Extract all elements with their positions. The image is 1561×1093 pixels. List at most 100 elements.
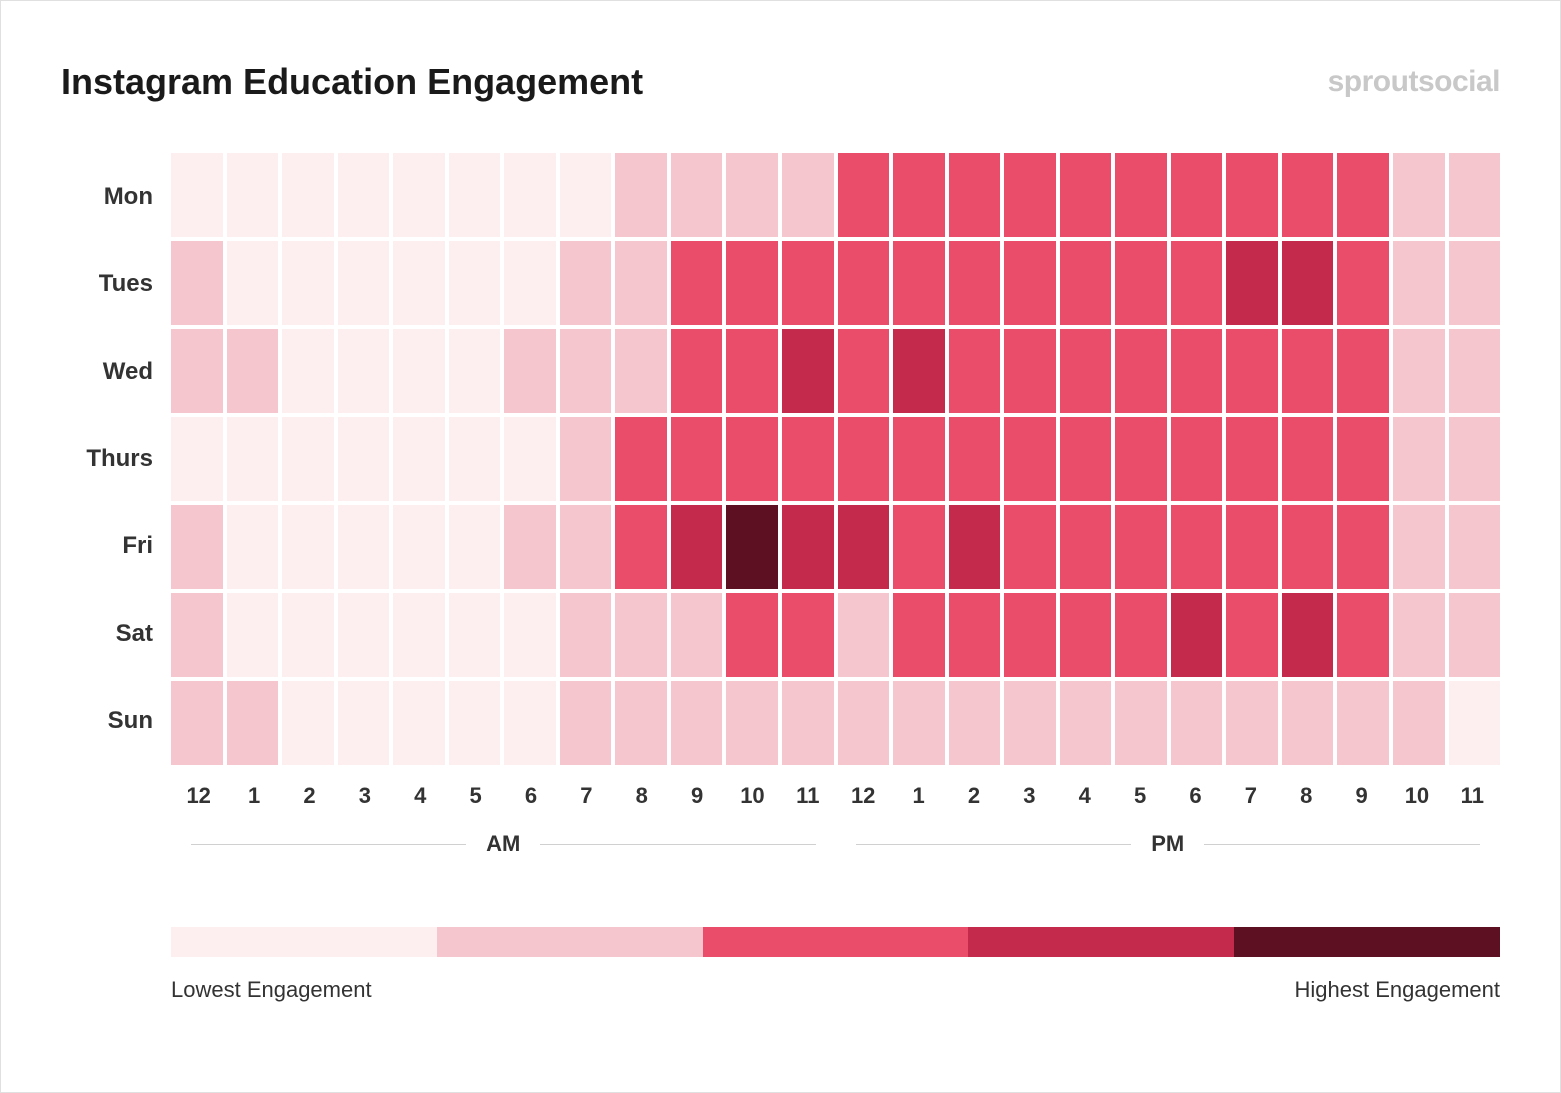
heatmap-cell — [615, 417, 667, 501]
heatmap-cell — [560, 593, 612, 677]
heatmap-cell — [838, 593, 890, 677]
heatmap-cell — [1282, 593, 1334, 677]
x-axis-label: 10 — [1389, 783, 1444, 809]
heatmap-cell — [1060, 153, 1112, 237]
heatmap-cell — [338, 681, 390, 765]
x-axis-label: 2 — [282, 783, 337, 809]
heatmap-cell — [949, 417, 1001, 501]
heatmap-cell — [1449, 593, 1501, 677]
heatmap-cell — [1282, 241, 1334, 325]
heatmap-cell — [1337, 593, 1389, 677]
heatmap-cell — [1226, 153, 1278, 237]
heatmap-cell — [171, 681, 223, 765]
heatmap-cell — [227, 417, 279, 501]
heatmap-cell — [949, 241, 1001, 325]
heatmap-cell — [1393, 681, 1445, 765]
period-row: AM PM — [171, 831, 1500, 857]
heatmap-cell — [893, 505, 945, 589]
legend-bar — [171, 927, 1500, 957]
heatmap-cell — [282, 329, 334, 413]
heatmap-cell — [338, 329, 390, 413]
heatmap-cell — [726, 593, 778, 677]
heatmap-cell — [1115, 681, 1167, 765]
heatmap-cell — [615, 593, 667, 677]
legend-segment — [171, 927, 437, 957]
heatmap-cell — [782, 153, 834, 237]
x-axis-label: 12 — [171, 783, 226, 809]
brand-bold: social — [1418, 65, 1500, 98]
brand-logo: sproutsocial — [1328, 65, 1500, 99]
heatmap-cell — [726, 329, 778, 413]
heatmap-cell — [1393, 241, 1445, 325]
heatmap-cell — [504, 681, 556, 765]
heatmap-cell — [1282, 417, 1334, 501]
y-axis-label: Sun — [61, 709, 171, 733]
heatmap-cell — [393, 329, 445, 413]
heatmap-cell — [171, 593, 223, 677]
x-axis-label: 3 — [337, 783, 392, 809]
x-axis-label: 7 — [559, 783, 614, 809]
heatmap-cell — [1004, 329, 1056, 413]
heatmap-cell — [449, 241, 501, 325]
heatmap-cell — [838, 417, 890, 501]
legend-low-label: Lowest Engagement — [171, 977, 372, 1003]
legend-segment — [437, 927, 703, 957]
legend: Lowest Engagement Highest Engagement — [171, 927, 1500, 1003]
heatmap-cell — [1449, 153, 1501, 237]
heatmap-cell — [671, 329, 723, 413]
heatmap-cell — [560, 681, 612, 765]
heatmap-cell — [726, 505, 778, 589]
heatmap-cell — [671, 153, 723, 237]
heatmap-cell — [1226, 593, 1278, 677]
heatmap-cell — [1226, 241, 1278, 325]
heatmap-cell — [1449, 329, 1501, 413]
heatmap-cell — [893, 241, 945, 325]
heatmap-row — [171, 681, 1500, 765]
heatmap-row — [171, 505, 1500, 589]
heatmap-cell — [1060, 417, 1112, 501]
heatmap-cell — [726, 681, 778, 765]
heatmap-cell — [1449, 417, 1501, 501]
x-axis-label: 2 — [946, 783, 1001, 809]
heatmap-cell — [449, 153, 501, 237]
y-axis-label: Mon — [61, 185, 171, 209]
heatmap-cell — [449, 329, 501, 413]
heatmap-cell — [949, 505, 1001, 589]
heatmap-cell — [1060, 241, 1112, 325]
heatmap-cell — [1115, 417, 1167, 501]
heatmap-cell — [1393, 329, 1445, 413]
heatmap-cell — [671, 505, 723, 589]
y-axis-label: Tues — [61, 272, 171, 296]
heatmap-grid — [171, 153, 1500, 765]
heatmap-cell — [615, 505, 667, 589]
x-axis-label: 12 — [836, 783, 891, 809]
x-axis-label: 9 — [669, 783, 724, 809]
heatmap-cell — [282, 241, 334, 325]
x-axis-label: 6 — [503, 783, 558, 809]
heatmap-cell — [782, 329, 834, 413]
legend-high-label: Highest Engagement — [1295, 977, 1500, 1003]
heatmap-cell — [171, 329, 223, 413]
heatmap-cell — [1115, 241, 1167, 325]
x-axis-label: 8 — [614, 783, 669, 809]
header: Instagram Education Engagement sproutsoc… — [61, 61, 1500, 103]
x-axis-label: 11 — [780, 783, 835, 809]
heatmap-grid-wrapper: MonTuesWedThursFriSatSun — [61, 153, 1500, 765]
heatmap-cell — [504, 153, 556, 237]
heatmap-cell — [1449, 505, 1501, 589]
heatmap-cell — [671, 417, 723, 501]
heatmap-cell — [1337, 153, 1389, 237]
y-axis-labels: MonTuesWedThursFriSatSun — [61, 153, 171, 765]
heatmap-cell — [726, 241, 778, 325]
heatmap-cell — [282, 681, 334, 765]
heatmap-cell — [949, 593, 1001, 677]
heatmap-cell — [1337, 417, 1389, 501]
x-axis-label: 9 — [1334, 783, 1389, 809]
heatmap-cell — [838, 241, 890, 325]
heatmap-cell — [393, 417, 445, 501]
x-axis-label: 6 — [1168, 783, 1223, 809]
heatmap-cell — [949, 329, 1001, 413]
x-axis-labels: 121234567891011121234567891011 — [171, 783, 1500, 809]
heatmap-cell — [449, 505, 501, 589]
heatmap-cell — [227, 153, 279, 237]
